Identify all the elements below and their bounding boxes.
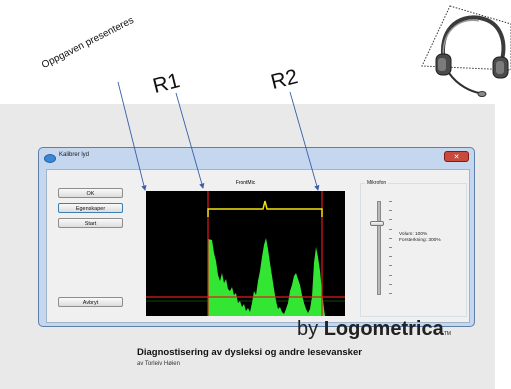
slider-tick bbox=[389, 283, 392, 285]
close-button[interactable]: ✕ bbox=[444, 151, 469, 162]
slider-tick bbox=[389, 256, 392, 258]
microphone-group-title: Mikrofon bbox=[365, 180, 389, 186]
slider-tick bbox=[389, 228, 392, 230]
slider-tick bbox=[389, 219, 392, 221]
slider-tick bbox=[389, 274, 392, 276]
brand-name: Logometrica bbox=[323, 318, 444, 340]
brand-prefix: by bbox=[297, 318, 324, 340]
ok-button[interactable]: OK bbox=[58, 188, 123, 198]
volume-slider-thumb[interactable] bbox=[370, 221, 384, 226]
slider-tick bbox=[389, 247, 392, 248]
window-icon bbox=[44, 154, 56, 163]
dialog-client-area: OK Egenskaper Start Avbryt FrontMic Mikr… bbox=[46, 169, 470, 323]
product-subtitle: Diagnostisering av dysleksi og andre les… bbox=[137, 347, 362, 358]
brand-trademark: TM bbox=[443, 331, 451, 337]
scope-label: FrontMic bbox=[146, 180, 345, 187]
r1-annotation: R1 bbox=[150, 69, 183, 98]
recording-range-brace bbox=[207, 200, 323, 217]
properties-button[interactable]: Egenskaper bbox=[58, 203, 123, 213]
author-line: av Torleiv Høien bbox=[137, 361, 180, 367]
dialog-titlebar[interactable]: Kalibrer lyd ✕ bbox=[39, 148, 474, 168]
brand-logo: by LogometricaTM bbox=[297, 318, 451, 341]
slider-tick bbox=[389, 210, 392, 212]
dialog-title: Kalibrer lyd bbox=[59, 152, 90, 158]
start-button[interactable]: Start bbox=[58, 218, 123, 228]
slider-tick bbox=[389, 293, 392, 294]
calibrate-sound-dialog: Kalibrer lyd ✕ OK Egenskaper Start Avbry… bbox=[38, 147, 475, 327]
r2-annotation: R2 bbox=[268, 65, 301, 94]
close-icon: ✕ bbox=[453, 154, 460, 161]
slider-tick bbox=[389, 237, 392, 239]
task-presented-annotation: Oppgaven presenteres bbox=[40, 15, 136, 71]
microphone-volume-slider[interactable] bbox=[377, 201, 381, 295]
volume-label: Volum: 100% bbox=[399, 232, 428, 237]
audio-scope bbox=[146, 191, 345, 316]
slider-tick bbox=[389, 201, 392, 202]
microphone-group: Mikrofon Volum: 100% Forsterkning: 300% bbox=[360, 180, 467, 317]
boost-label: Forsterkning: 300% bbox=[399, 238, 441, 243]
headset-icon bbox=[421, 5, 511, 97]
cancel-button[interactable]: Avbryt bbox=[58, 297, 123, 307]
slider-tick bbox=[389, 265, 392, 267]
